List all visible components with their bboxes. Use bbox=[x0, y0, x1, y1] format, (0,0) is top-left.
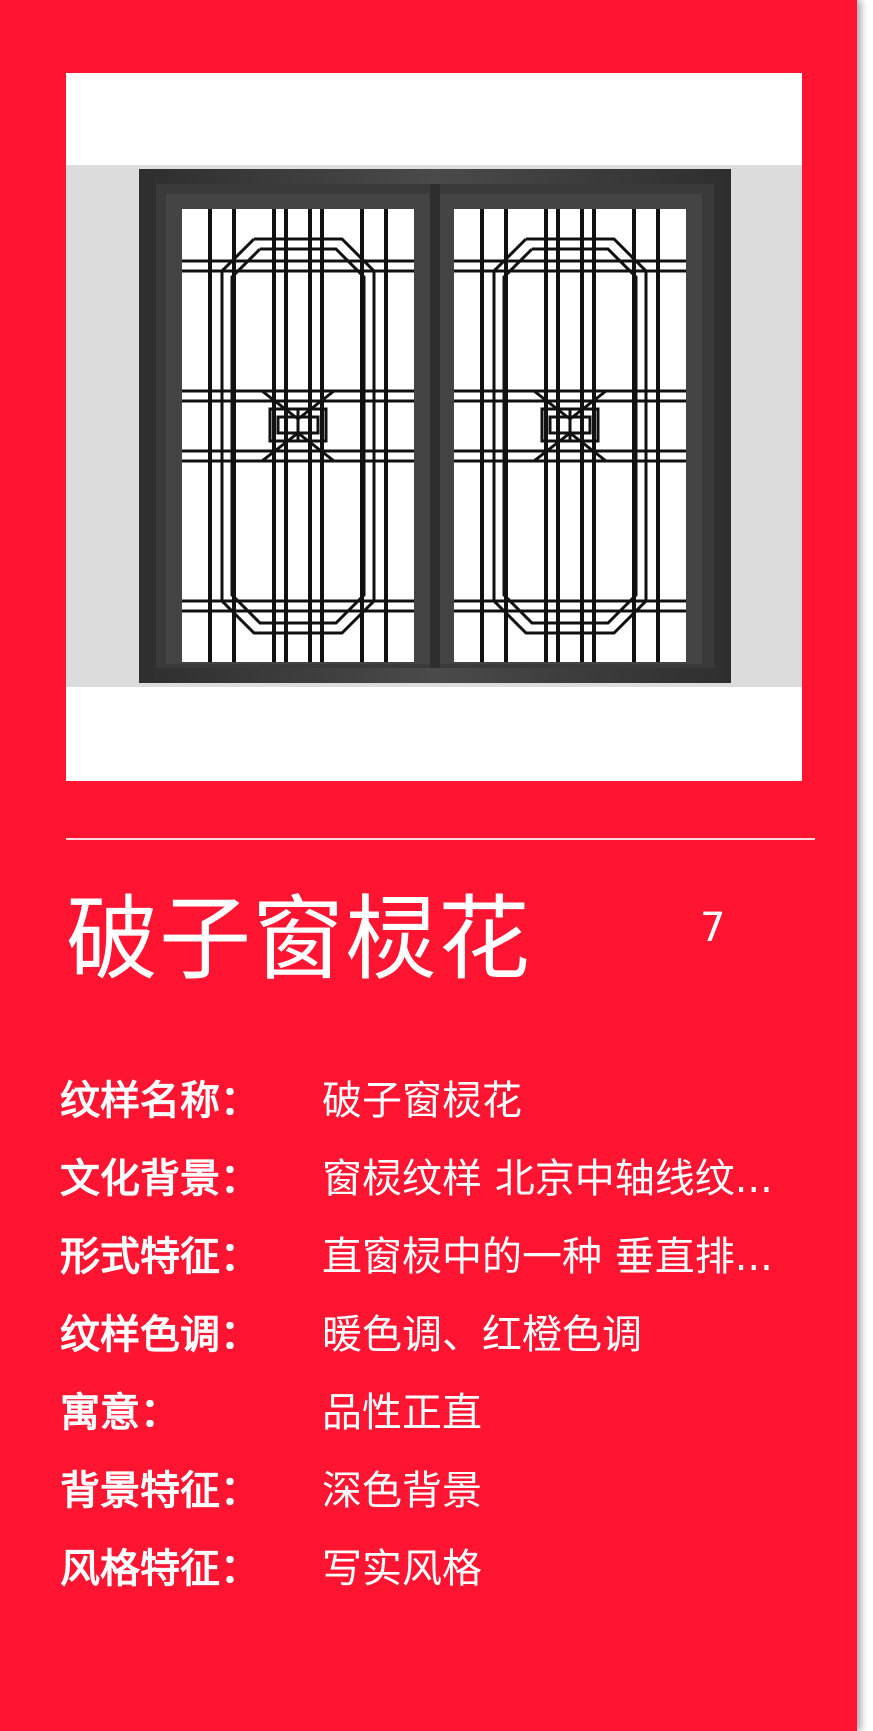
attribute-list: 纹样名称： 破子窗棂花 文化背景： 窗棂纹样 北京中轴线纹... 形式特征： 直… bbox=[60, 1062, 820, 1608]
attr-label: 背景特征： bbox=[60, 1468, 260, 1514]
attr-row-tone: 纹样色调： 暖色调、红橙色调 bbox=[60, 1296, 820, 1374]
attr-value: 直窗棂中的一种 垂直排... bbox=[322, 1234, 773, 1280]
attr-row-background: 文化背景： 窗棂纹样 北京中轴线纹... bbox=[60, 1140, 820, 1218]
attr-label: 纹样色调： bbox=[60, 1312, 260, 1358]
attr-label: 寓意： bbox=[60, 1390, 180, 1436]
attr-row-bg-feature: 背景特征： 深色背景 bbox=[60, 1452, 820, 1530]
attr-row-name: 纹样名称： 破子窗棂花 bbox=[60, 1062, 820, 1140]
attr-label: 形式特征： bbox=[60, 1234, 260, 1280]
attr-row-form: 形式特征： 直窗棂中的一种 垂直排... bbox=[60, 1218, 820, 1296]
attr-label: 纹样名称： bbox=[60, 1078, 260, 1124]
divider bbox=[66, 838, 815, 840]
attr-value: 品性正直 bbox=[322, 1390, 482, 1436]
pattern-title: 破子窗棂花 bbox=[66, 886, 532, 993]
attr-value: 窗棂纹样 北京中轴线纹... bbox=[322, 1156, 773, 1202]
attr-label: 风格特征： bbox=[60, 1546, 260, 1592]
attr-value: 暖色调、红橙色调 bbox=[322, 1312, 642, 1358]
attr-value: 写实风格 bbox=[322, 1546, 482, 1592]
attr-row-style: 风格特征： 写实风格 bbox=[60, 1530, 820, 1608]
attr-row-meaning: 寓意： 品性正直 bbox=[60, 1374, 820, 1452]
attr-label: 文化背景： bbox=[60, 1156, 260, 1202]
attr-value: 深色背景 bbox=[322, 1468, 482, 1514]
attr-value: 破子窗棂花 bbox=[322, 1078, 522, 1124]
window-lattice-image bbox=[66, 73, 802, 781]
pattern-index: 7 bbox=[700, 905, 726, 951]
